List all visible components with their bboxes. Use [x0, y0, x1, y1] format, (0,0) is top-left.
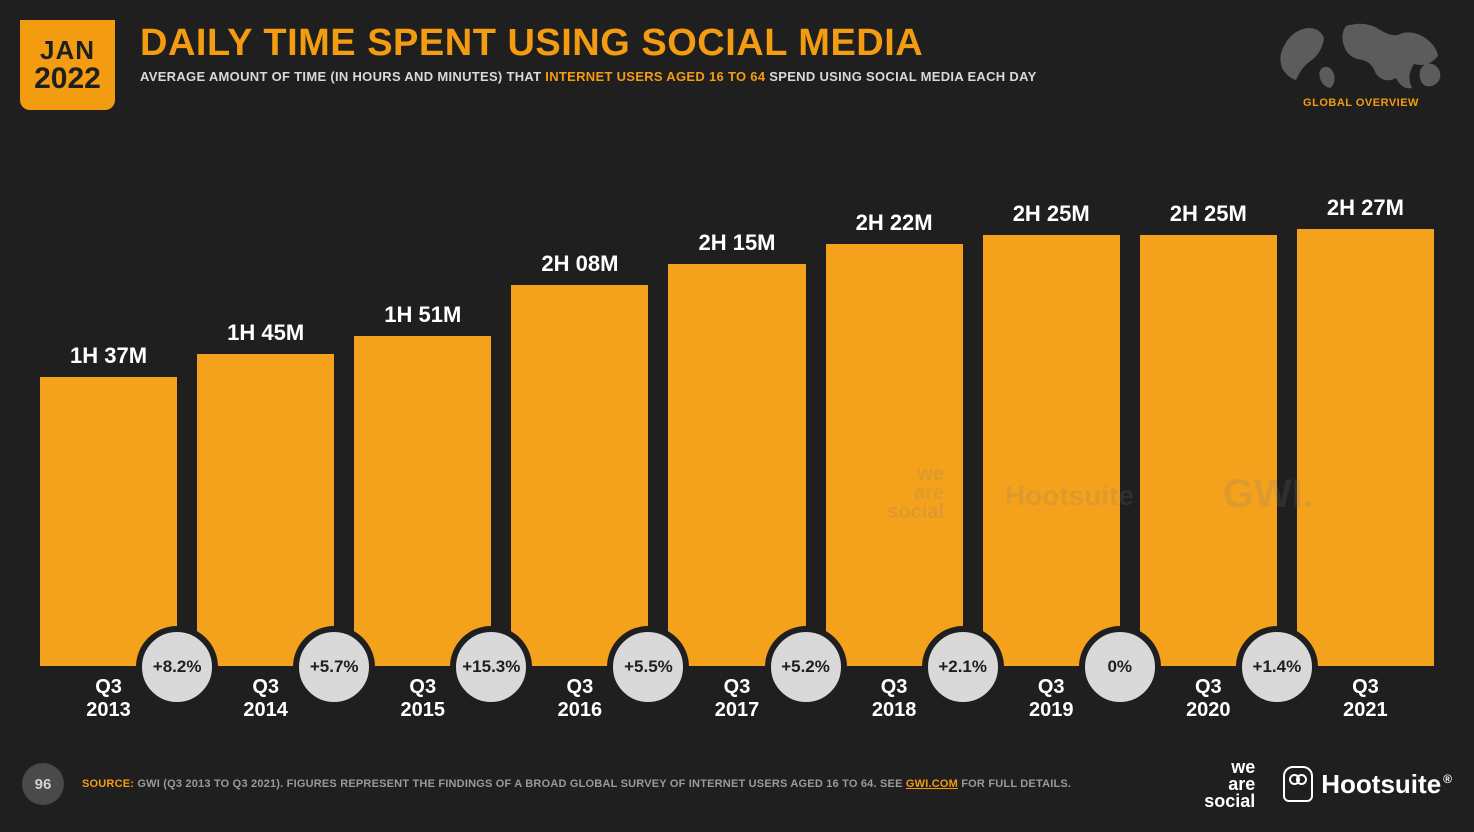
- bar-column: 2H 27M: [1297, 195, 1434, 666]
- subtitle-pre: AVERAGE AMOUNT OF TIME (IN HOURS AND MIN…: [140, 69, 545, 84]
- header: DAILY TIME SPENT USING SOCIAL MEDIA AVER…: [140, 22, 1254, 84]
- subtitle-highlight: INTERNET USERS AGED 16 TO 64: [545, 69, 765, 84]
- bar-column: 1H 51M: [354, 302, 491, 666]
- page-number: 96: [22, 763, 64, 805]
- x-axis-label: Q32018: [826, 676, 963, 722]
- bar-value-label: 2H 15M: [698, 230, 775, 256]
- bar: [197, 354, 334, 666]
- subtitle-post: SPEND USING SOCIAL MEDIA EACH DAY: [765, 69, 1036, 84]
- x-axis-label: Q32013: [40, 676, 177, 722]
- source-text-b: FOR FULL DETAILS.: [958, 778, 1071, 790]
- x-axis-labels: Q32013 Q32014 Q32015 Q32016 Q32017 Q32018 Q320…: [40, 676, 1434, 722]
- x-axis-label: Q32020: [1140, 676, 1277, 722]
- source-text-a: GWI (Q3 2013 TO Q3 2021). FIGURES REPRES…: [134, 778, 906, 790]
- social-logo-l3: social: [1204, 793, 1255, 810]
- page-subtitle: AVERAGE AMOUNT OF TIME (IN HOURS AND MIN…: [140, 69, 1254, 84]
- bar-value-label: 2H 27M: [1327, 195, 1404, 221]
- page-title: DAILY TIME SPENT USING SOCIAL MEDIA: [140, 22, 1254, 65]
- source-link[interactable]: GWI.COM: [906, 778, 958, 790]
- bar-value-label: 1H 37M: [70, 343, 147, 369]
- bar-chart: 1H 37M 1H 45M 1H 51M 2H 08M 2H 15M 2H 22M 2H 2…: [40, 150, 1434, 722]
- bar-column: 2H 15M: [668, 230, 805, 666]
- bar: [511, 285, 648, 666]
- hootsuite-logo: Hootsuite®: [1283, 766, 1452, 802]
- bar: [826, 244, 963, 666]
- x-axis-label: Q32021: [1297, 676, 1434, 722]
- watermark-gwi: GWI.: [1223, 472, 1314, 517]
- owl-icon: [1283, 766, 1313, 802]
- footer-logos: we are social Hootsuite®: [1204, 759, 1452, 810]
- bar-value-label: 2H 08M: [541, 251, 618, 277]
- bar-column: 1H 45M: [197, 320, 334, 666]
- footer: 96 SOURCE: GWI (Q3 2013 TO Q3 2021). FIG…: [22, 759, 1452, 810]
- bar: [40, 377, 177, 666]
- badge-year: 2022: [34, 62, 101, 96]
- bar-column: 2H 25M: [1140, 201, 1277, 666]
- bar-value-label: 2H 25M: [1013, 201, 1090, 227]
- bar: [354, 336, 491, 666]
- bar-value-label: 2H 25M: [1170, 201, 1247, 227]
- we-are-social-logo: we are social: [1204, 759, 1255, 810]
- bar: [1140, 235, 1277, 666]
- global-overview-label: GLOBAL OVERVIEW: [1276, 97, 1446, 109]
- source-label: SOURCE:: [82, 778, 134, 790]
- date-badge: JAN 2022: [20, 20, 115, 110]
- bar-value-label: 1H 51M: [384, 302, 461, 328]
- bar: [983, 235, 1120, 666]
- x-axis-label: Q32019: [983, 676, 1120, 722]
- bar-column: 1H 37M: [40, 343, 177, 666]
- x-axis-label: Q32017: [668, 676, 805, 722]
- bar-column: 2H 22M: [826, 210, 963, 666]
- watermark-social: wearesocial: [887, 465, 944, 522]
- global-overview-badge: GLOBAL OVERVIEW: [1276, 18, 1446, 109]
- bar-column: 2H 25M: [983, 201, 1120, 666]
- x-axis-label: Q32016: [511, 676, 648, 722]
- x-axis-label: Q32015: [354, 676, 491, 722]
- source-text: SOURCE: GWI (Q3 2013 TO Q3 2021). FIGURE…: [82, 778, 1071, 790]
- watermark-hootsuite: Hootsuite: [1005, 480, 1134, 512]
- x-axis-label: Q32014: [197, 676, 334, 722]
- hootsuite-text: Hootsuite®: [1321, 769, 1452, 800]
- bar: [668, 264, 805, 666]
- world-map-icon: [1276, 18, 1446, 90]
- bar-column: 2H 08M: [511, 251, 648, 666]
- bar-value-label: 2H 22M: [856, 210, 933, 236]
- bar-value-label: 1H 45M: [227, 320, 304, 346]
- bars-container: 1H 37M 1H 45M 1H 51M 2H 08M 2H 15M 2H 22M 2H 2…: [40, 150, 1434, 666]
- bar: [1297, 229, 1434, 666]
